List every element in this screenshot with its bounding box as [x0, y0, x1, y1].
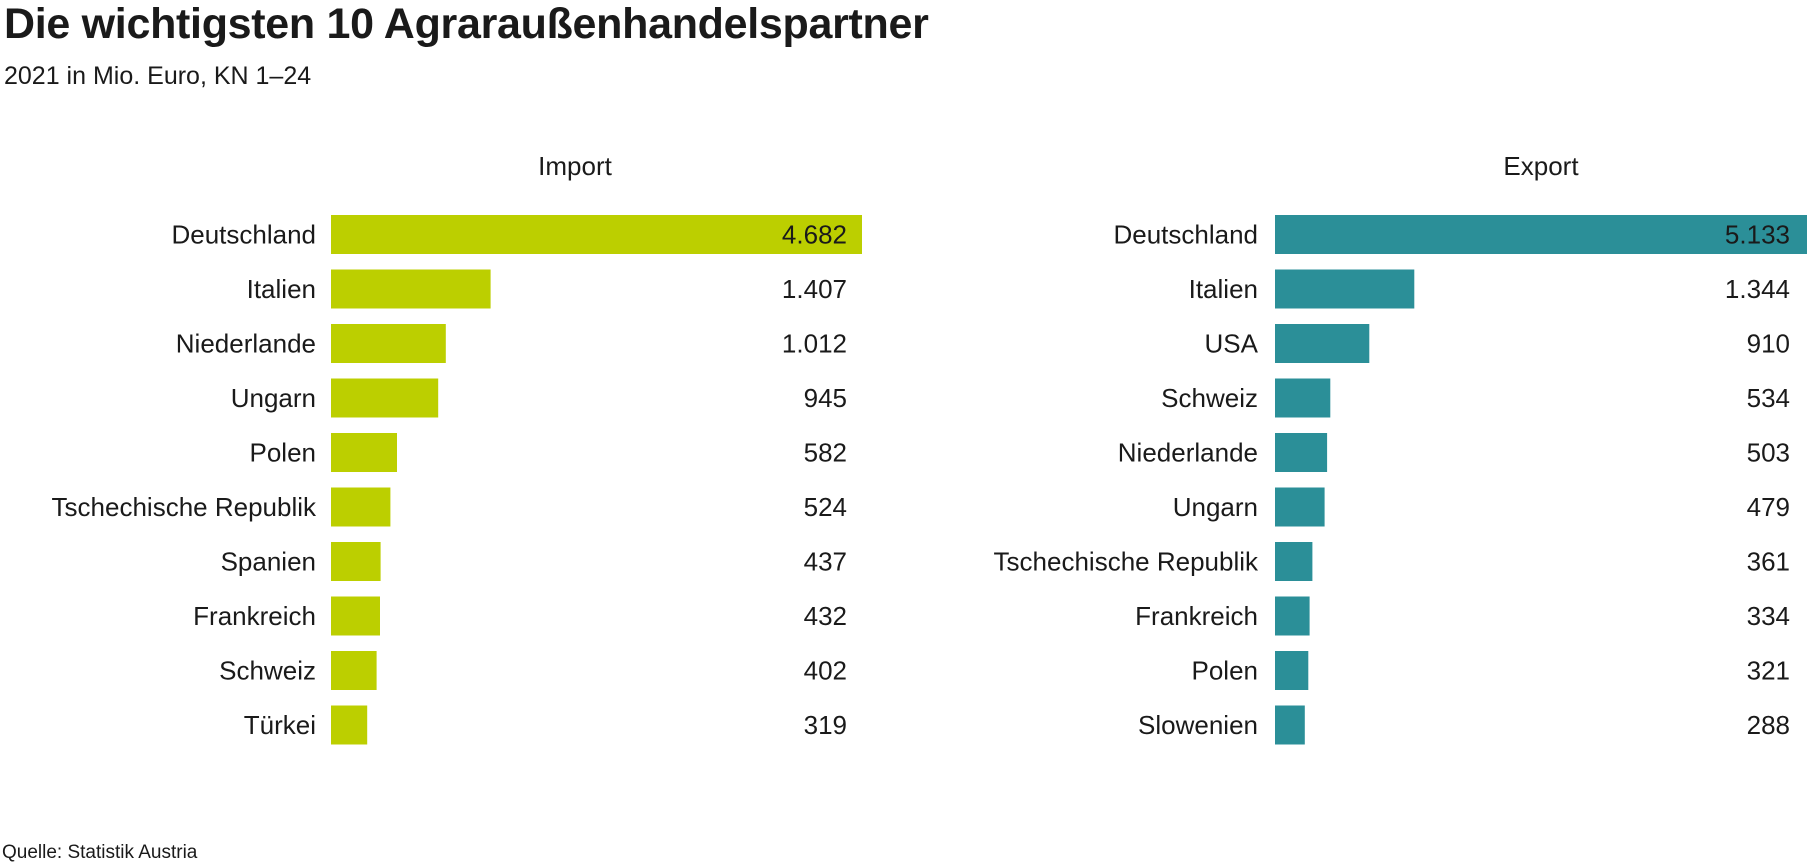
export-value-label: 503: [1747, 438, 1790, 468]
export-value-label: 534: [1747, 383, 1790, 413]
export-value-label: 1.344: [1725, 274, 1790, 304]
export-value-label: 334: [1747, 601, 1790, 631]
import-value-label: 945: [804, 383, 847, 413]
export-value-label: 910: [1747, 329, 1790, 359]
export-panel-title: Export: [1503, 151, 1579, 181]
export-value-label: 288: [1747, 710, 1790, 740]
import-category-label: Frankreich: [193, 601, 316, 631]
import-value-label: 1.012: [782, 329, 847, 359]
export-bar: [1275, 215, 1807, 254]
import-value-label: 524: [804, 492, 847, 522]
import-category-label: Ungarn: [231, 383, 316, 413]
export-bar: [1275, 705, 1305, 745]
export-value-label: 321: [1747, 656, 1790, 686]
import-bar: [331, 705, 368, 745]
import-value-label: 4.682: [782, 220, 847, 250]
import-value-label: 432: [804, 601, 847, 631]
export-bar: [1275, 542, 1313, 581]
export-category-label: Frankreich: [1135, 601, 1258, 631]
source-note: Quelle: Statistik Austria: [2, 842, 198, 863]
import-value-label: 582: [804, 438, 847, 468]
export-category-label: Tschechische Republik: [994, 547, 1259, 577]
import-category-label: Polen: [250, 438, 317, 468]
import-bar: [331, 487, 391, 527]
export-category-label: Italien: [1189, 274, 1258, 304]
import-bar: [331, 651, 377, 690]
import-category-label: Schweiz: [219, 656, 316, 686]
import-category-label: Niederlande: [176, 329, 316, 359]
export-bar: [1275, 324, 1370, 363]
import-value-label: 1.407: [782, 274, 847, 304]
export-panel: Export Deutschland 5.133 Italien 1.344 USA 910…: [994, 151, 1807, 745]
export-category-label: Deutschland: [1113, 220, 1258, 250]
import-category-label: Deutschland: [171, 220, 316, 250]
import-category-label: Tschechische Republik: [52, 492, 317, 522]
import-panel-title: Import: [538, 151, 612, 181]
import-panel: Import Deutschland 4.682 Italien 1.407 Nieder…: [52, 151, 862, 745]
import-bar: [331, 324, 446, 363]
import-bar: [331, 269, 491, 309]
export-value-label: 479: [1747, 492, 1790, 522]
import-value-label: 437: [804, 547, 847, 577]
import-bar: [331, 433, 397, 472]
export-bar: [1275, 378, 1331, 418]
export-category-label: Polen: [1192, 656, 1259, 686]
export-category-label: USA: [1205, 329, 1259, 359]
export-value-label: 361: [1747, 547, 1790, 577]
import-value-label: 319: [804, 710, 847, 740]
export-category-label: Schweiz: [1161, 383, 1258, 413]
import-category-label: Spanien: [221, 547, 316, 577]
export-category-label: Slowenien: [1138, 710, 1258, 740]
export-value-label: 5.133: [1725, 220, 1790, 250]
export-category-label: Niederlande: [1118, 438, 1258, 468]
export-bar: [1275, 651, 1309, 690]
chart-title: Die wichtigsten 10 Agraraußenhandelspart…: [4, 0, 929, 48]
import-bar: [331, 596, 380, 636]
export-bar: [1275, 487, 1325, 527]
import-category-label: Italien: [247, 274, 316, 304]
export-bar: [1275, 433, 1328, 472]
chart-subtitle: 2021 in Mio. Euro, KN 1–24: [4, 62, 312, 90]
import-bar: [331, 542, 381, 581]
import-bar: [331, 215, 862, 254]
import-bar: [331, 378, 439, 418]
import-value-label: 402: [804, 656, 847, 686]
import-category-label: Türkei: [244, 710, 316, 740]
export-category-label: Ungarn: [1173, 492, 1258, 522]
export-bar: [1275, 269, 1415, 309]
export-bar: [1275, 596, 1310, 636]
